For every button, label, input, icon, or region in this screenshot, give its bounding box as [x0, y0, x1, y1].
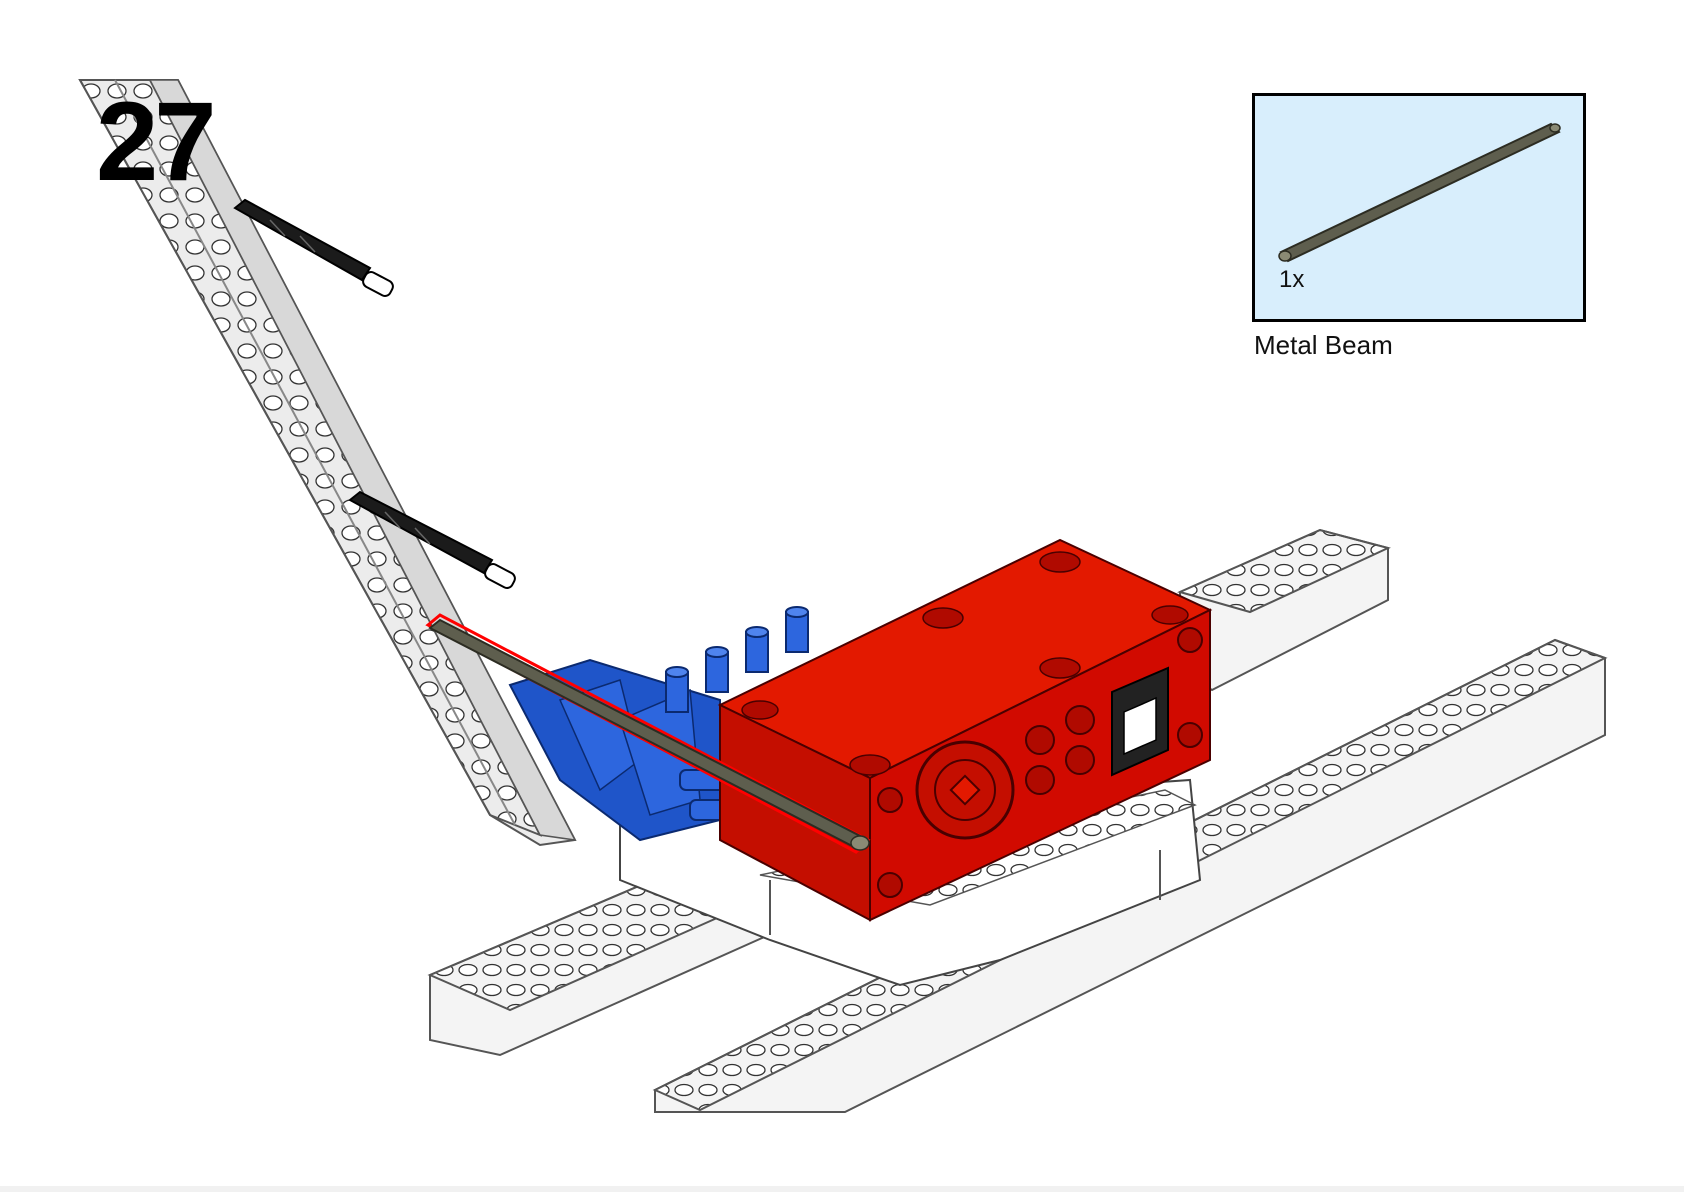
diagonal-beam: [78, 79, 577, 847]
part-name-label: Metal Beam: [1254, 330, 1393, 360]
black-pin-lower: [348, 490, 516, 589]
part-quantity: 1x: [1279, 266, 1305, 293]
metal-beam-icon: [1278, 122, 1561, 263]
page-footer-strip: [0, 1186, 1684, 1192]
metal-beam-placed: [425, 613, 871, 854]
black-pin-upper: [233, 198, 394, 297]
parts-list-box: 1x: [1252, 93, 1586, 322]
blue-connectors: [508, 606, 809, 842]
step-number: 27: [96, 79, 217, 204]
